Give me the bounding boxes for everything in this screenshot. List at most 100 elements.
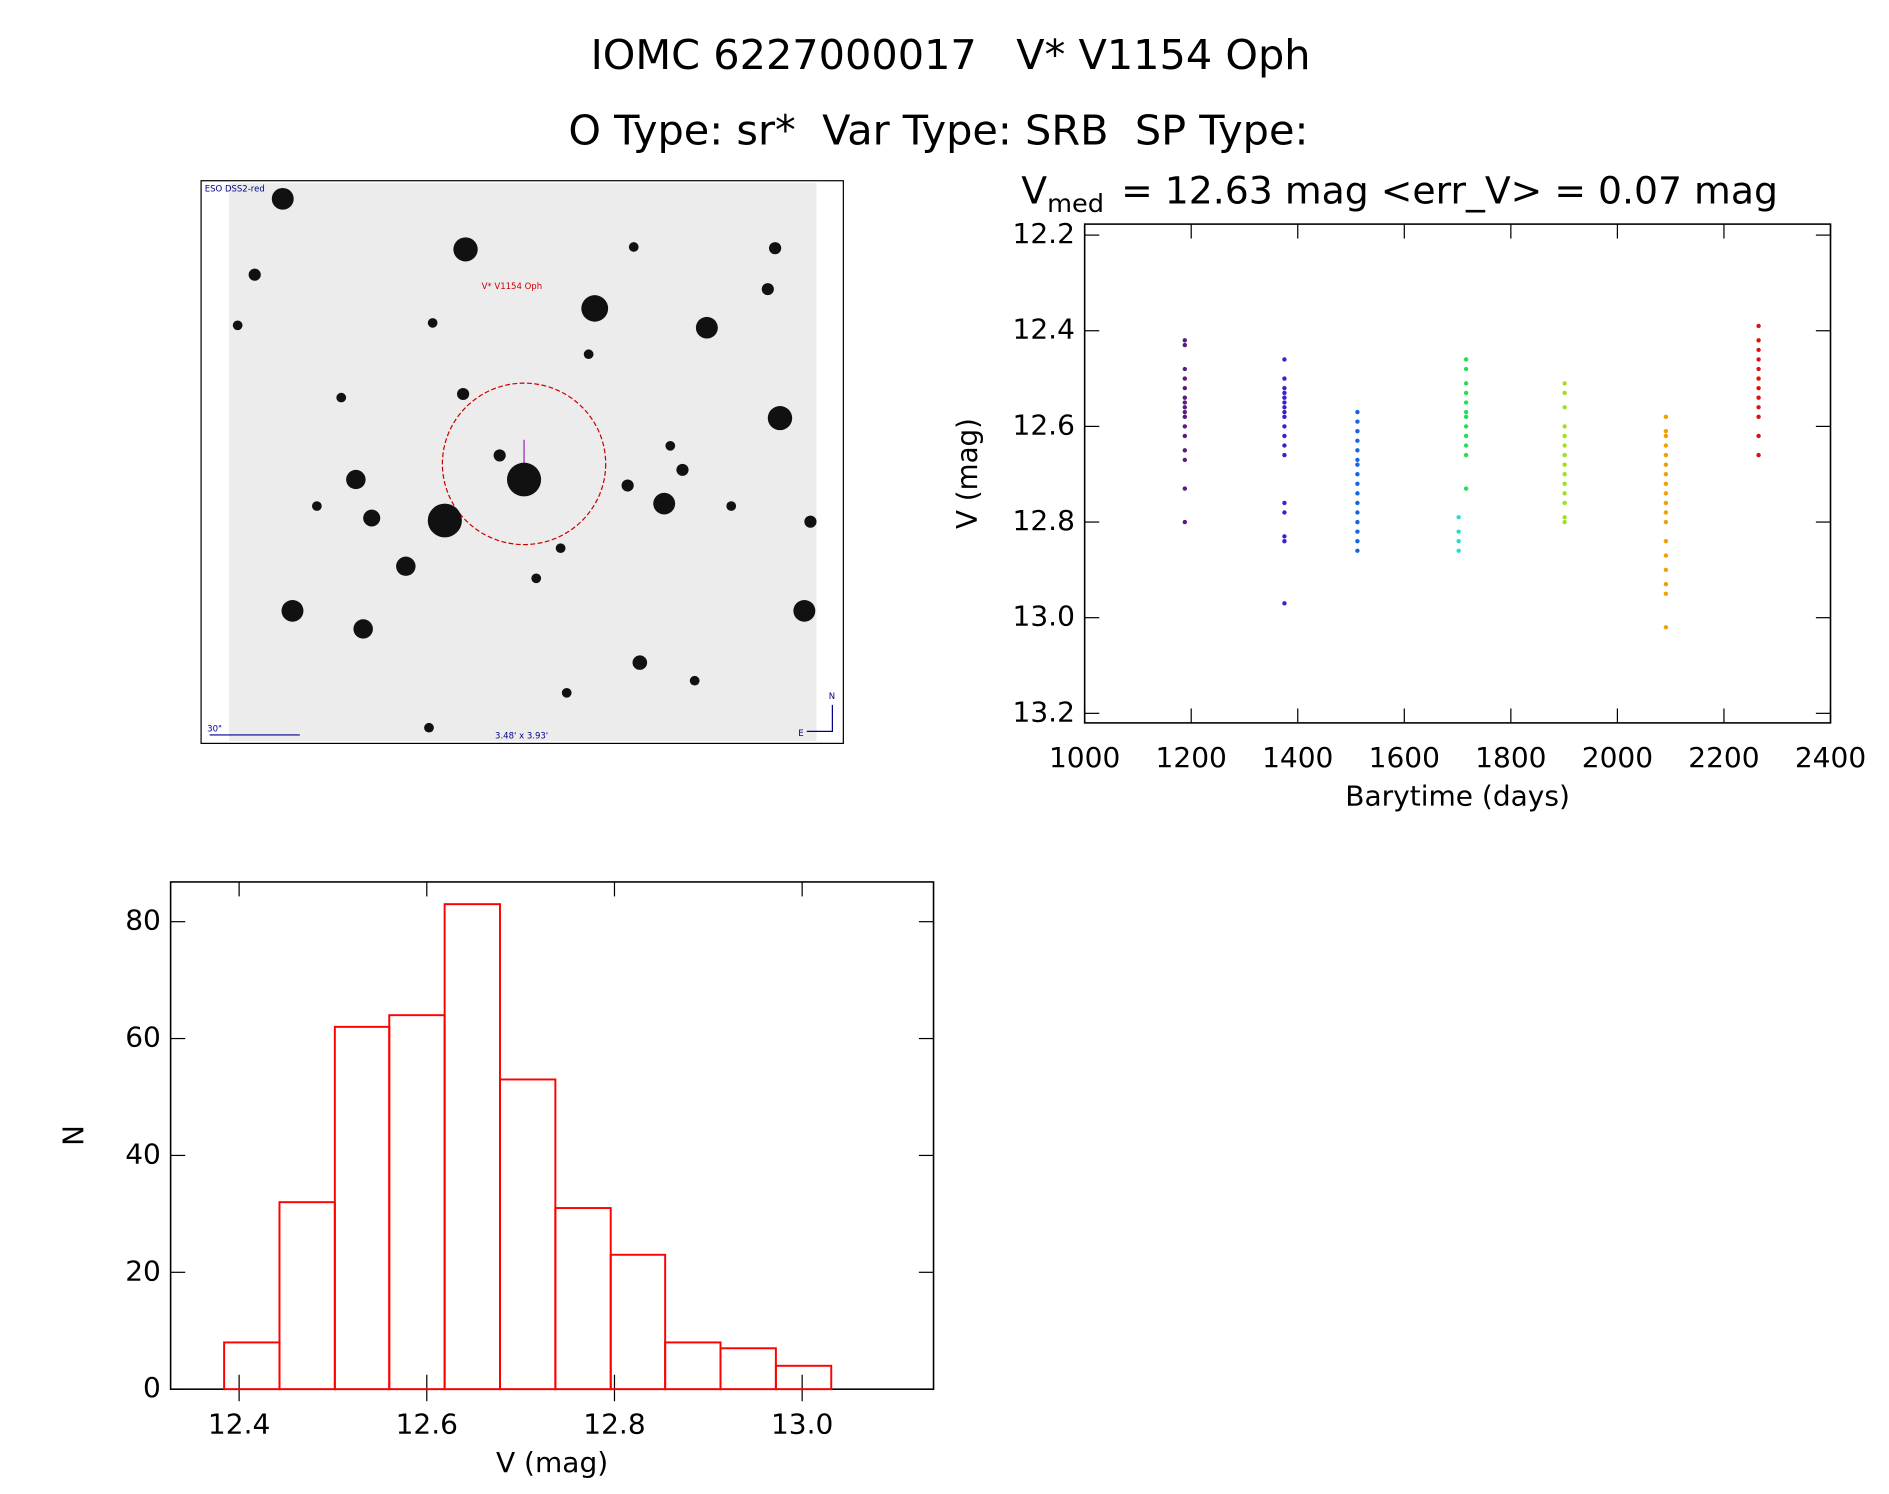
data-point xyxy=(1182,366,1188,372)
data-point xyxy=(1463,414,1469,419)
y-tick-label: 13.0 xyxy=(1013,600,1075,633)
scale-label: 30" xyxy=(207,723,222,733)
x-tick-label: 2200 xyxy=(1688,741,1759,774)
star xyxy=(427,503,462,538)
x-tick-label: 1800 xyxy=(1475,741,1546,774)
data-point xyxy=(1182,414,1188,419)
star xyxy=(457,387,470,401)
data-point xyxy=(1182,424,1188,429)
x-tick-label: 13.0 xyxy=(771,1407,833,1440)
x-axis-label: Barytime (days) xyxy=(1345,780,1570,813)
data-point xyxy=(1562,481,1567,486)
data-point xyxy=(1463,366,1469,372)
star xyxy=(248,268,261,281)
data-point xyxy=(1282,500,1287,506)
data-point xyxy=(1182,409,1188,415)
target-circle xyxy=(441,382,607,546)
data-point xyxy=(1663,491,1669,496)
data-point xyxy=(1182,376,1188,381)
data-point xyxy=(1456,515,1461,520)
star xyxy=(424,722,434,733)
star xyxy=(695,316,718,339)
star xyxy=(769,242,782,255)
data-point xyxy=(1663,539,1669,544)
data-point xyxy=(1663,472,1669,477)
star xyxy=(506,462,542,497)
data-point xyxy=(1182,433,1188,439)
data-point xyxy=(1456,529,1461,534)
fov-label: 3.48' x 3.93' xyxy=(495,731,548,741)
star xyxy=(555,543,566,554)
star xyxy=(427,318,438,328)
data-point xyxy=(1355,481,1360,486)
data-point xyxy=(1355,462,1360,467)
data-point xyxy=(1663,429,1669,434)
data-point xyxy=(1282,452,1287,458)
x-tick-label: 1000 xyxy=(1049,741,1120,774)
data-point xyxy=(1463,452,1469,458)
data-point xyxy=(1355,491,1360,496)
star xyxy=(761,283,774,296)
data-point xyxy=(1663,452,1669,458)
data-point xyxy=(1562,462,1567,467)
data-point xyxy=(1282,443,1287,448)
data-point xyxy=(1562,519,1567,525)
data-point xyxy=(1355,519,1360,525)
data-point xyxy=(1182,457,1188,463)
star xyxy=(767,406,793,431)
data-point xyxy=(1282,409,1287,415)
histogram-bar xyxy=(223,1341,281,1391)
x-tick-label: 2000 xyxy=(1582,741,1653,774)
data-point xyxy=(1562,472,1567,477)
data-point xyxy=(1663,500,1669,506)
histogram-bar xyxy=(554,1207,612,1391)
data-point xyxy=(1756,366,1761,372)
star xyxy=(531,573,542,584)
x-tick-label: 1600 xyxy=(1369,741,1440,774)
star xyxy=(493,449,506,462)
histogram-bar xyxy=(609,1253,667,1391)
y-tick-label: 12.4 xyxy=(1013,313,1075,346)
star xyxy=(561,687,572,698)
data-point xyxy=(1663,510,1669,515)
plot-frame xyxy=(169,881,935,1390)
data-point xyxy=(1182,400,1188,405)
survey-label: ESO DSS2-red xyxy=(205,184,265,194)
star xyxy=(581,295,609,322)
data-point xyxy=(1182,519,1188,525)
data-point xyxy=(1282,414,1287,419)
x-tick-label: 1400 xyxy=(1262,741,1333,774)
title: IOMC 6227000017 V* V1154 Oph xyxy=(591,31,1311,79)
star xyxy=(583,349,594,360)
data-point xyxy=(1282,534,1287,539)
histogram-bar xyxy=(443,903,501,1391)
x-tick-label: 2400 xyxy=(1795,741,1866,774)
subtitle: O Type: sr* Var Type: SRB SP Type: xyxy=(568,107,1308,155)
star xyxy=(653,492,676,515)
data-point xyxy=(1282,510,1287,515)
data-point xyxy=(1182,405,1188,410)
data-point xyxy=(1663,553,1669,558)
histogram-bar xyxy=(664,1341,722,1391)
star xyxy=(632,655,648,670)
x-tick-label: 12.6 xyxy=(396,1407,458,1440)
data-point xyxy=(1182,448,1188,453)
y-tick-label: 40 xyxy=(125,1138,161,1171)
data-point xyxy=(1663,433,1669,439)
y-axis-label: N xyxy=(57,1125,90,1146)
star xyxy=(336,392,347,403)
data-point xyxy=(1355,457,1360,463)
data-point xyxy=(1663,519,1669,525)
star xyxy=(676,463,689,476)
data-point xyxy=(1663,567,1669,573)
data-point xyxy=(1756,323,1761,329)
x-tick-label: 12.4 xyxy=(208,1407,270,1440)
data-point xyxy=(1282,433,1287,439)
data-point xyxy=(1463,443,1469,448)
data-point xyxy=(1282,601,1287,606)
histogram-bar xyxy=(719,1347,777,1391)
plot-frame xyxy=(1083,223,1832,724)
data-point xyxy=(1456,539,1461,544)
data-point xyxy=(1355,472,1360,477)
